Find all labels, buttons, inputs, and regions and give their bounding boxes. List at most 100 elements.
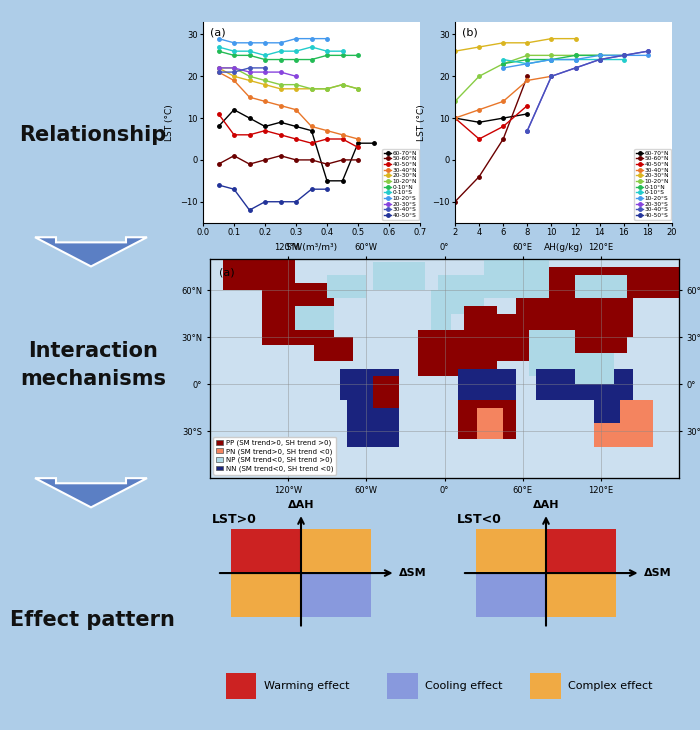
60-70°N — [338, 177, 346, 185]
50-60°N — [499, 134, 508, 143]
50-60°N — [451, 197, 459, 206]
30-40°N — [475, 105, 483, 114]
20-30°N — [571, 34, 580, 43]
Bar — [523, 267, 601, 299]
20-30°S — [644, 47, 652, 55]
60-70°N — [370, 139, 378, 147]
Legend: 60-70°N, 50-60°N, 40-50°N, 30-40°N, 20-30°N, 10-20°N, 0-10°N, 0-10°S, 10-20°S, 2: 60-70°N, 50-60°N, 40-50°N, 30-40°N, 20-3… — [382, 149, 419, 220]
0-10°N — [276, 55, 285, 64]
Text: ΔAH: ΔAH — [288, 500, 314, 510]
Line: 20-30°N: 20-30°N — [217, 66, 360, 91]
40-50°N — [292, 134, 300, 143]
Line: 30-40°N: 30-40°N — [217, 70, 360, 141]
0-10°N — [499, 59, 508, 68]
50-60°N — [307, 155, 316, 164]
30-40°S — [596, 55, 604, 64]
30-40°N — [499, 97, 508, 106]
10-20°S — [276, 39, 285, 47]
Bar — [328, 274, 366, 299]
10-20°N — [475, 72, 483, 80]
Bar — [594, 400, 653, 447]
10-20°S — [292, 34, 300, 43]
10-20°N — [261, 76, 270, 85]
Bar — [223, 259, 295, 291]
40-50°N — [276, 131, 285, 139]
Legend: 60-70°N, 50-60°N, 40-50°N, 30-40°N, 20-30°N, 10-20°N, 0-10°N, 0-10°S, 10-20°S, 2: 60-70°N, 50-60°N, 40-50°N, 30-40°N, 20-3… — [634, 149, 671, 220]
0-10°N — [547, 55, 556, 64]
20-30°N — [451, 47, 459, 55]
20-30°S — [261, 68, 270, 77]
Bar — [546, 529, 616, 573]
0-10°N — [571, 51, 580, 60]
20-30°S — [620, 51, 628, 60]
Bar — [387, 673, 419, 699]
0-10°N — [214, 47, 223, 55]
Line: 20-30°N: 20-30°N — [454, 37, 578, 53]
10-20°N — [214, 64, 223, 72]
0-10°S — [596, 55, 604, 64]
40-50°N — [523, 101, 531, 110]
20-30°S — [596, 55, 604, 64]
20-30°S — [214, 64, 223, 72]
10-20°S — [323, 34, 331, 43]
20-30°S — [547, 72, 556, 80]
50-60°N — [276, 151, 285, 160]
20-30°N — [547, 34, 556, 43]
20-30°N — [307, 85, 316, 93]
Bar — [431, 291, 451, 329]
60-70°N — [230, 105, 238, 114]
0-10°S — [230, 47, 238, 55]
Bar — [262, 311, 334, 345]
Bar — [346, 400, 399, 447]
60-70°N — [276, 118, 285, 127]
20-30°N — [523, 39, 531, 47]
0-10°S — [307, 42, 316, 51]
Line: 30-40°N: 30-40°N — [454, 74, 553, 120]
Bar — [301, 573, 371, 618]
0-10°N — [354, 51, 362, 60]
40-50°N — [230, 131, 238, 139]
Line: 40-50°N: 40-50°N — [454, 104, 529, 141]
Bar — [575, 274, 627, 299]
10-20°S — [644, 51, 652, 60]
20-30°S — [523, 126, 531, 135]
30-40°N — [245, 93, 253, 101]
0-10°S — [338, 47, 346, 55]
Text: Effect pattern: Effect pattern — [10, 610, 175, 630]
Bar — [529, 329, 575, 377]
10-20°N — [571, 51, 580, 60]
0-10°S — [214, 42, 223, 51]
0-10°S — [523, 59, 531, 68]
Bar — [373, 262, 425, 291]
30-40°S — [571, 64, 580, 72]
Line: 40-50°S: 40-50°S — [217, 183, 329, 212]
10-20°N — [292, 80, 300, 89]
0-10°S — [323, 47, 331, 55]
Line: 40-50°N: 40-50°N — [217, 112, 360, 149]
Bar — [419, 329, 496, 377]
20-30°N — [338, 80, 346, 89]
Bar — [231, 573, 301, 618]
0-10°N — [245, 51, 253, 60]
60-70°N — [323, 177, 331, 185]
20-30°N — [230, 72, 238, 80]
20-30°N — [276, 85, 285, 93]
Line: 0-10°N: 0-10°N — [217, 50, 360, 61]
Text: ΔSM: ΔSM — [399, 568, 426, 578]
10-20°S — [245, 39, 253, 47]
10-20°S — [307, 34, 316, 43]
Text: (a): (a) — [209, 28, 225, 38]
Text: Cooling effect: Cooling effect — [426, 681, 503, 691]
20-30°N — [261, 80, 270, 89]
Bar — [314, 337, 354, 361]
60-70°N — [354, 139, 362, 147]
20-30°N — [245, 76, 253, 85]
Text: Warming effect: Warming effect — [264, 681, 349, 691]
Bar — [546, 573, 616, 618]
20-30°S — [230, 64, 238, 72]
Bar — [536, 369, 588, 400]
60-70°N — [475, 118, 483, 127]
10-20°N — [547, 51, 556, 60]
Legend: PP (SM trend>0, SH trend >0), PN (SM trend>0, SH trend <0), NP (SM trend<0, SH t: PP (SM trend>0, SH trend >0), PN (SM tre… — [214, 437, 336, 474]
Line: 30-40°S: 30-40°S — [217, 66, 267, 74]
